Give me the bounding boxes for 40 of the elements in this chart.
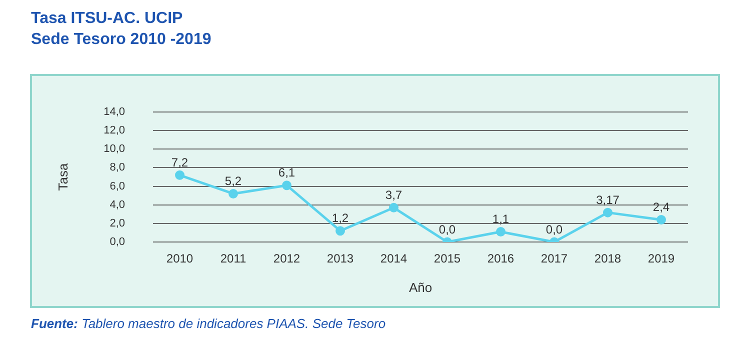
y-tick-label: 2,0 [110,217,126,230]
y-tick-label: 8,0 [110,162,126,174]
data-label: 3,17 [596,192,620,207]
x-tick-label: 2014 [380,252,408,266]
point [228,188,238,198]
y-tick-label: 12,0 [104,124,126,137]
x-tick-label: 2011 [220,252,246,266]
data-label: 1,1 [492,212,510,226]
x-tick-label: 2013 [326,252,354,266]
point [175,170,185,180]
y-tick-label: 0,0 [110,236,126,248]
data-label: 0,0 [546,222,563,236]
y-tick-label: 6,0 [110,180,126,192]
y-tick-label: 14,0 [104,106,126,118]
data-label: 5,2 [224,174,242,188]
x-tick-label: 2012 [273,252,300,266]
point [282,180,292,190]
data-label: 6,1 [278,166,296,180]
point [496,227,506,237]
data-label: 7,2 [171,155,188,170]
data-label: 3,7 [385,188,402,202]
x-tick-label: 2015 [434,252,461,266]
point [656,214,666,224]
source-note: Fuente: Tablero maestro de indicadores PIAAS. Sede Tesoro [31,316,386,331]
chart-title: Tasa ITSU-AC. UCIP [31,9,184,29]
x-axis-title: Año [408,280,432,295]
point [603,208,612,218]
data-label: 0,0 [438,222,456,236]
y-tick-label: 10,0 [104,143,126,156]
point [336,226,346,236]
x-tick-label: 2010 [166,252,194,266]
chart-subtitle: Sede Tesoro 2010 -2019 [31,30,212,50]
y-axis-title: Tasa [55,162,70,191]
x-tick-label: 2019 [648,252,675,266]
point [389,202,399,212]
x-tick-label: 2016 [487,252,514,266]
x-tick-label: 2018 [594,252,622,266]
x-tick-label: 2017 [540,252,568,266]
y-tick-label: 4,0 [110,198,126,211]
data-label: 1,2 [332,211,349,226]
